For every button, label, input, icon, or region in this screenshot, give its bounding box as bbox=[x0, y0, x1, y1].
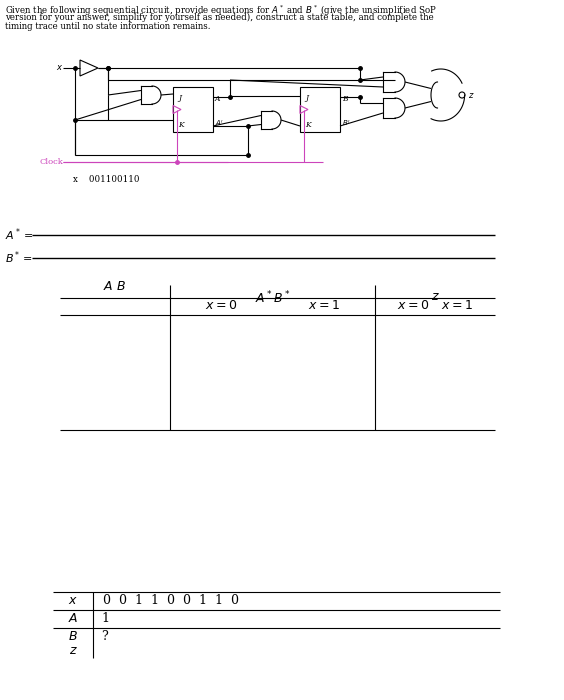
Text: $x = 1$: $x = 1$ bbox=[441, 299, 473, 312]
Text: $z$: $z$ bbox=[430, 290, 439, 303]
Text: 1: 1 bbox=[101, 612, 109, 626]
Text: timing trace until no state information remains.: timing trace until no state information … bbox=[5, 22, 210, 31]
Text: Given the following sequential circuit, provide equations for $A^*$ and $B^*$ (g: Given the following sequential circuit, … bbox=[5, 4, 437, 18]
Text: $B'$: $B'$ bbox=[342, 118, 351, 128]
Text: $x = 1$: $x = 1$ bbox=[308, 299, 340, 312]
Text: $B$: $B$ bbox=[68, 631, 78, 643]
Text: A: A bbox=[215, 95, 221, 103]
Text: 0  0  1  1  0  0  1  1  0: 0 0 1 1 0 0 1 1 0 bbox=[103, 594, 239, 608]
Text: x    001100110: x 001100110 bbox=[73, 175, 139, 184]
Text: $x$: $x$ bbox=[56, 64, 63, 73]
Text: $z$: $z$ bbox=[468, 90, 474, 99]
Text: $A^*B^*$: $A^*B^*$ bbox=[255, 290, 290, 307]
Text: $x = 0$: $x = 0$ bbox=[205, 299, 237, 312]
Text: B: B bbox=[342, 95, 347, 103]
Text: $B^* =$: $B^* =$ bbox=[5, 250, 33, 266]
Text: $z$: $z$ bbox=[69, 645, 77, 657]
Bar bbox=[300, 87, 340, 132]
Text: K: K bbox=[305, 121, 311, 129]
Text: $x = 0$: $x = 0$ bbox=[397, 299, 429, 312]
Text: $A'$: $A'$ bbox=[215, 118, 224, 128]
Text: $A$: $A$ bbox=[68, 612, 78, 626]
Text: ?: ? bbox=[101, 631, 108, 643]
Text: J: J bbox=[305, 94, 308, 102]
Text: version for your answer, simplify for yourself as needed), construct a state tab: version for your answer, simplify for yo… bbox=[5, 13, 434, 22]
Text: $A\ B$: $A\ B$ bbox=[103, 280, 126, 293]
Text: $x$: $x$ bbox=[68, 594, 78, 608]
Bar bbox=[173, 87, 213, 132]
Text: K: K bbox=[178, 121, 184, 129]
Text: $A^* =$: $A^* =$ bbox=[5, 227, 33, 244]
Text: J: J bbox=[178, 94, 181, 102]
Text: Clock: Clock bbox=[39, 158, 63, 166]
